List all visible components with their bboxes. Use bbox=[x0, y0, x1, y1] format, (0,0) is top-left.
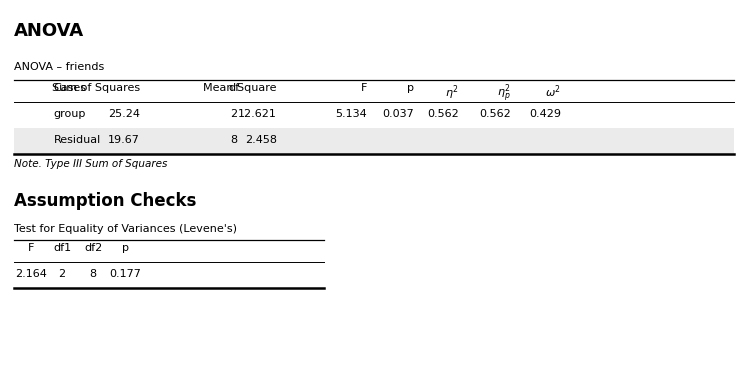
Text: df2: df2 bbox=[84, 243, 102, 253]
Text: 19.67: 19.67 bbox=[108, 135, 140, 145]
Text: $\eta_p^2$: $\eta_p^2$ bbox=[497, 83, 511, 105]
Text: 0.429: 0.429 bbox=[529, 109, 561, 119]
Text: df1: df1 bbox=[53, 243, 71, 253]
Text: Test for Equality of Variances (Levene's): Test for Equality of Variances (Levene's… bbox=[14, 224, 237, 234]
Text: 0.037: 0.037 bbox=[381, 109, 414, 119]
Text: 5.134: 5.134 bbox=[335, 109, 367, 119]
Text: 2: 2 bbox=[230, 109, 237, 119]
Text: 8: 8 bbox=[90, 269, 96, 279]
Text: p: p bbox=[407, 83, 414, 93]
Bar bbox=[14, 128, 734, 154]
Text: 0.177: 0.177 bbox=[110, 269, 141, 279]
Text: Assumption Checks: Assumption Checks bbox=[14, 192, 197, 210]
Text: p: p bbox=[122, 243, 129, 253]
Text: Mean Square: Mean Square bbox=[203, 83, 277, 93]
Text: 0.562: 0.562 bbox=[479, 109, 511, 119]
Text: Note. Type III Sum of Squares: Note. Type III Sum of Squares bbox=[14, 159, 168, 169]
Text: $\eta^2$: $\eta^2$ bbox=[445, 83, 459, 102]
Text: $\omega^2$: $\omega^2$ bbox=[545, 83, 561, 99]
Text: group: group bbox=[54, 109, 86, 119]
Text: Cases: Cases bbox=[54, 83, 87, 93]
Text: F: F bbox=[28, 243, 34, 253]
Text: F: F bbox=[361, 83, 367, 93]
Text: ANOVA: ANOVA bbox=[14, 22, 84, 40]
Text: Sum of Squares: Sum of Squares bbox=[52, 83, 140, 93]
Text: 12.621: 12.621 bbox=[238, 109, 277, 119]
Text: Residual: Residual bbox=[54, 135, 101, 145]
Text: 2.458: 2.458 bbox=[245, 135, 277, 145]
Text: df: df bbox=[228, 83, 239, 93]
Text: 8: 8 bbox=[230, 135, 237, 145]
Text: 2.164: 2.164 bbox=[15, 269, 47, 279]
Text: 0.562: 0.562 bbox=[427, 109, 459, 119]
Text: ANOVA – friends: ANOVA – friends bbox=[14, 62, 104, 72]
Text: 25.24: 25.24 bbox=[108, 109, 140, 119]
Text: 2: 2 bbox=[58, 269, 66, 279]
